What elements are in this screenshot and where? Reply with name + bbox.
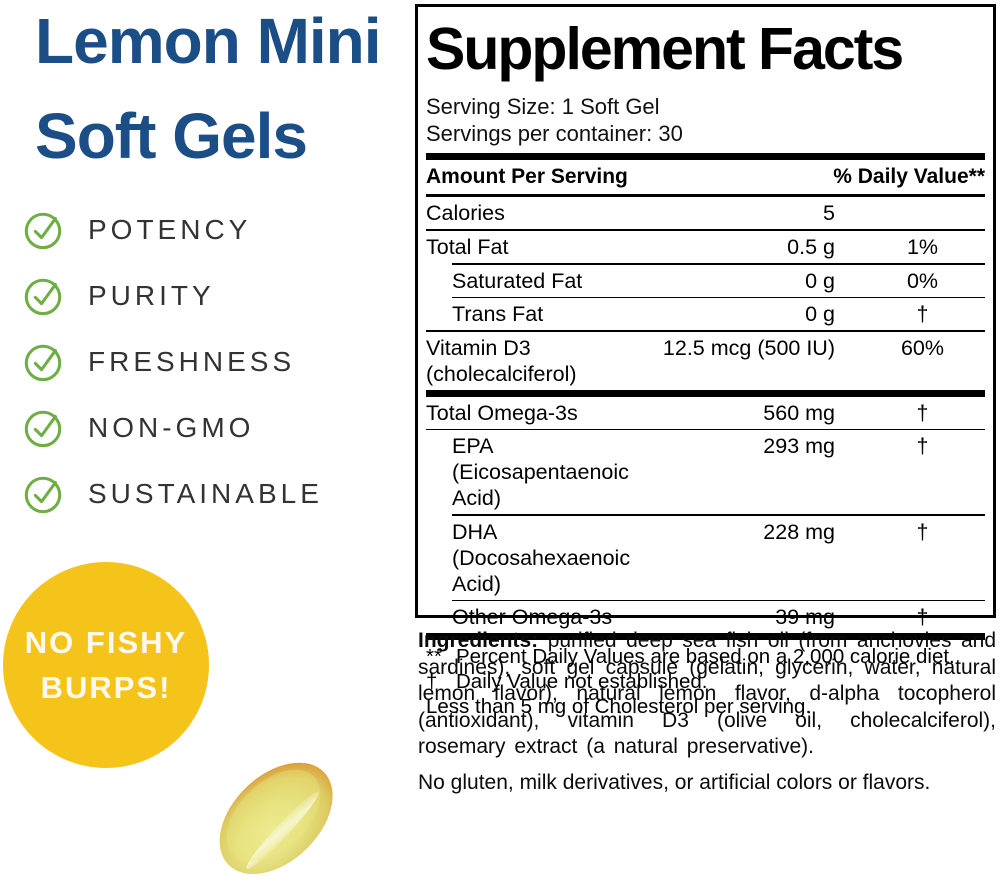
table-row-epa: EPA (Eicosapentaenoic Acid) 293 mg † (452, 434, 929, 510)
ingredients-paragraph: Ingredients: purified deep sea fish oil … (418, 628, 996, 761)
divider (452, 296, 985, 298)
table-row-total-omega-3s: Total Omega-3s 560 mg † (426, 400, 929, 425)
feature-item-non-gmo: NON-GMO (22, 408, 323, 448)
thick-divider (426, 153, 985, 160)
table-row-calories: Calories 5 (426, 200, 835, 225)
panel-title: Supplement Facts (426, 16, 904, 82)
footnote-cholesterol: Less than 5 mg of Cholesterol per servin… (426, 695, 812, 718)
feature-item-sustainable: SUSTAINABLE (22, 474, 323, 514)
thick-divider (426, 389, 985, 397)
feature-label: SUSTAINABLE (88, 478, 323, 509)
badge-line1: NO FISHY (24, 625, 188, 660)
feature-label: NON-GMO (88, 412, 255, 443)
table-row-vitamin-d3: Vitamin D3 (cholecalciferol) 12.5 mcg (50… (426, 335, 945, 386)
check-circle-icon (24, 476, 62, 514)
divider (452, 599, 985, 601)
ingredients-text: purified deep sea fish oil (from anchovi… (418, 629, 996, 758)
supplement-facts-panel: Supplement Facts Serving Size: 1 Soft Ge… (415, 4, 996, 718)
table-row-saturated-fat: Saturated Fat 0 g 0% (452, 268, 939, 293)
column-header-daily-value: % Daily Value** (833, 165, 985, 188)
divider (426, 228, 985, 231)
column-header-amount: Amount Per Serving (426, 165, 628, 188)
ingredients-label: Ingredients: (418, 629, 539, 652)
divider (426, 330, 985, 332)
divider (452, 263, 985, 265)
check-circle-icon (24, 344, 62, 382)
serving-size: Serving Size: 1 Soft Gel (426, 94, 660, 119)
footnotes: ** Percent Daily Values are based on a 2… (426, 640, 985, 719)
servings-per-container: Servings per container: 30 (426, 121, 683, 146)
feature-item-purity: PURITY (22, 276, 323, 316)
no-fishy-burps-badge: NO FISHY BURPS! (3, 562, 209, 768)
divider (426, 194, 985, 197)
product-title: Lemon Mini Soft Gels (35, 0, 415, 184)
ingredients-section: Ingredients: purified deep sea fish oil … (418, 628, 996, 796)
feature-item-potency: POTENCY (22, 210, 323, 250)
footnote-daily-values: ** Percent Daily Values are based on a 2… (426, 645, 955, 668)
table-row-other-omega-3s: Other Omega-3s 39 mg † (452, 605, 929, 629)
table-row-total-fat: Total Fat 0.5 g 1% (426, 235, 939, 259)
badge-line2: BURPS! (40, 670, 172, 705)
thick-divider (426, 633, 985, 640)
softgel-capsule-image (219, 762, 333, 875)
feature-label: PURITY (88, 280, 215, 311)
feature-item-freshness: FRESHNESS (22, 342, 323, 382)
footnote-dagger: † Daily Value not established. (426, 670, 708, 693)
divider (452, 514, 985, 516)
product-title-line1: Lemon Mini (35, 5, 382, 77)
feature-label: POTENCY (88, 214, 252, 245)
feature-label: FRESHNESS (88, 346, 296, 377)
divider (426, 428, 985, 430)
check-circle-icon (24, 410, 62, 448)
allergen-note: No gluten, milk derivatives, or artifici… (418, 770, 931, 794)
check-circle-icon (24, 278, 62, 316)
table-row-dha: DHA (Docosahexaenoic Acid) 228 mg † (452, 519, 929, 596)
feature-list: POTENCY PURITY FRESHNESS NON-GMO SUSTAIN… (22, 210, 323, 514)
table-header-row: Amount Per Serving % Daily Value** (426, 160, 985, 194)
check-circle-icon (24, 212, 62, 250)
product-title-line2: Soft Gels (35, 100, 308, 172)
table-row-trans-fat: Trans Fat 0 g † (452, 302, 929, 326)
